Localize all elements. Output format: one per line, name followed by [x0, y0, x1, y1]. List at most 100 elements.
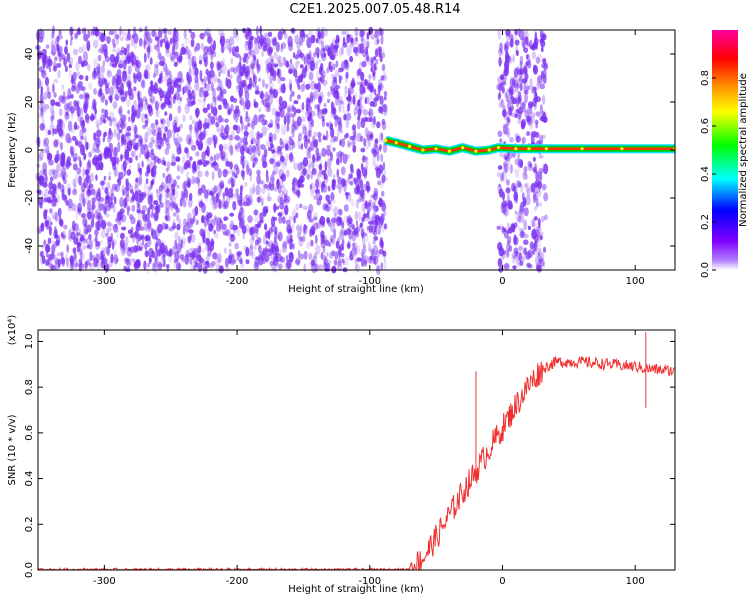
- noise-dot: [373, 191, 378, 197]
- noise-dot: [517, 110, 522, 120]
- noise-dot: [197, 143, 203, 150]
- noise-dot: [164, 111, 168, 116]
- noise-dot: [84, 260, 88, 270]
- noise-dot: [330, 101, 334, 111]
- noise-dot: [44, 137, 50, 147]
- noise-dot: [190, 262, 194, 271]
- noise-dot: [184, 37, 190, 45]
- noise-dot: [261, 118, 267, 126]
- noise-dot: [217, 83, 220, 92]
- noise-dot: [346, 34, 350, 44]
- noise-dot: [120, 200, 126, 209]
- noise-dot: [194, 176, 200, 184]
- noise-dot: [509, 203, 513, 210]
- x-tick-label: 100: [626, 276, 645, 287]
- noise-dot: [214, 96, 217, 108]
- noise-dot: [500, 98, 504, 103]
- noise-dot: [196, 180, 201, 188]
- noise-dot: [364, 200, 368, 210]
- noise-dot: [278, 61, 284, 68]
- noise-dot: [212, 106, 218, 117]
- noise-dot: [535, 96, 541, 103]
- noise-dot: [353, 258, 359, 263]
- noise-dot: [112, 117, 117, 122]
- noise-dot: [298, 237, 304, 248]
- noise-dot: [377, 225, 382, 235]
- noise-dot: [109, 149, 114, 158]
- noise-dot: [327, 199, 332, 205]
- noise-dot: [330, 217, 337, 223]
- noise-dot: [119, 25, 122, 36]
- noise-dot: [276, 178, 280, 186]
- noise-dot: [315, 178, 319, 189]
- noise-dot: [358, 211, 361, 222]
- noise-dot: [52, 169, 58, 180]
- noise-dot: [379, 198, 384, 206]
- noise-dot: [68, 60, 72, 66]
- noise-dot: [373, 56, 377, 61]
- noise-dot: [508, 88, 513, 97]
- noise-dot: [54, 198, 58, 204]
- noise-dot: [124, 92, 127, 102]
- noise-dot: [497, 165, 503, 170]
- noise-dot: [165, 167, 169, 172]
- noise-dot: [57, 207, 62, 217]
- noise-dot: [359, 83, 364, 95]
- noise-dot: [256, 196, 261, 203]
- noise-dot: [83, 226, 87, 235]
- noise-dot: [368, 216, 372, 221]
- noise-dot: [526, 262, 532, 268]
- noise-dot: [120, 55, 126, 64]
- noise-dot: [381, 52, 386, 59]
- noise-dot: [529, 78, 533, 88]
- noise-dot: [305, 60, 309, 71]
- noise-dot: [520, 120, 526, 130]
- noise-dot: [285, 219, 291, 226]
- noise-dot: [117, 86, 122, 94]
- noise-dot: [181, 192, 186, 202]
- noise-dot: [153, 200, 159, 206]
- noise-dot: [157, 133, 162, 140]
- noise-dot: [360, 118, 366, 129]
- noise-dot: [359, 90, 364, 100]
- noise-dot: [305, 145, 311, 155]
- noise-dot: [328, 51, 333, 56]
- noise-dot: [37, 176, 44, 181]
- noise-dot: [531, 228, 537, 240]
- noise-dot: [211, 195, 215, 202]
- noise-dot: [519, 260, 524, 266]
- noise-dot: [272, 181, 275, 188]
- noise-dot: [247, 27, 251, 34]
- noise-dot: [212, 50, 217, 58]
- noise-dot: [124, 149, 130, 161]
- noise-dot: [523, 106, 527, 113]
- noise-dot: [106, 221, 112, 227]
- noise-dot: [51, 255, 55, 260]
- noise-dot: [56, 163, 61, 173]
- noise-dot: [365, 160, 369, 169]
- noise-dot: [497, 130, 503, 137]
- noise-dot: [243, 130, 248, 141]
- noise-dot: [368, 133, 374, 139]
- noise-dot: [202, 98, 206, 110]
- noise-dot: [50, 105, 54, 115]
- noise-dot: [203, 76, 208, 83]
- noise-dot: [86, 229, 92, 234]
- noise-dot: [331, 182, 336, 191]
- noise-dot: [320, 26, 326, 37]
- noise-dot: [266, 196, 273, 202]
- noise-dot: [133, 26, 137, 36]
- noise-dot: [176, 214, 180, 222]
- noise-dot: [259, 34, 265, 45]
- noise-dot: [119, 92, 125, 100]
- noise-dot: [108, 171, 112, 177]
- noise-dot: [292, 51, 296, 59]
- noise-dot: [302, 205, 308, 211]
- noise-dot: [286, 123, 290, 132]
- noise-dot: [509, 89, 514, 101]
- noise-dot: [76, 242, 81, 253]
- noise-dot: [180, 190, 185, 200]
- noise-dot: [527, 249, 533, 258]
- noise-dot: [245, 40, 251, 46]
- noise-dot: [72, 71, 77, 82]
